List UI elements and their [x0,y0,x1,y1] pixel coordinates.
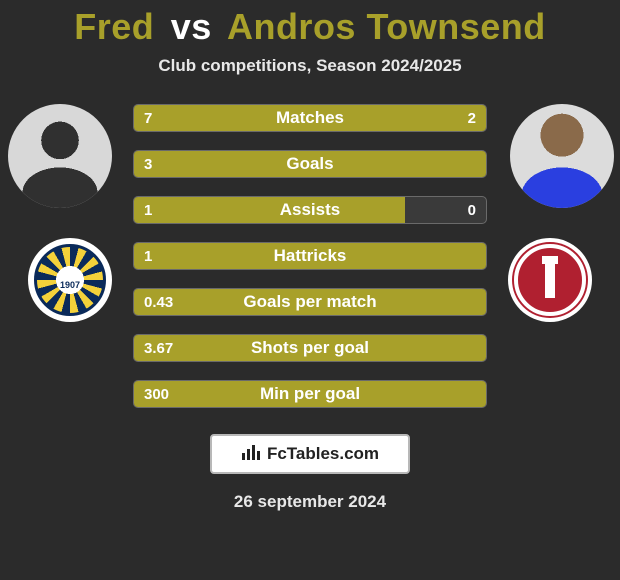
tower-icon [545,262,555,298]
stat-label: Assists [134,200,486,220]
brand-text: FcTables.com [267,444,379,464]
brand-badge[interactable]: FcTables.com [210,434,410,474]
page-title: Fred vs Andros Townsend [74,6,546,48]
stat-label: Hattricks [134,246,486,266]
antalyaspor-badge-icon [514,244,586,316]
stat-row: 0.43Goals per match [133,288,487,316]
player2-club-badge [508,238,592,322]
stat-row: 1Assists0 [133,196,487,224]
stat-bars: 7Matches2 3Goals 1Assists0 1Hattricks 0.43Go… [133,104,487,408]
player2-avatar [510,104,614,208]
player1-club-badge [28,238,112,322]
stat-row: 7Matches2 [133,104,487,132]
stat-row: 3Goals [133,150,487,178]
bar-chart-icon [241,443,261,466]
stat-row: 3.67Shots per goal [133,334,487,362]
date-text: 26 september 2024 [234,492,386,512]
title-vs: vs [171,6,212,47]
stat-label: Goals [134,154,486,174]
stat-value-right: 2 [468,110,476,127]
player1-avatar [8,104,112,208]
subtitle: Club competitions, Season 2024/2025 [158,56,461,76]
player2-name: Andros Townsend [227,6,546,47]
avatar-silhouette-icon [510,104,614,208]
stat-label: Shots per goal [134,338,486,358]
stats-area: 7Matches2 3Goals 1Assists0 1Hattricks 0.43Go… [0,104,620,408]
avatar-silhouette-icon [8,104,112,208]
stat-label: Min per goal [134,384,486,404]
player1-name: Fred [74,6,154,47]
stat-label: Goals per match [134,292,486,312]
comparison-card: Fred vs Andros Townsend Club competition… [0,0,620,580]
stat-label: Matches [134,108,486,128]
stat-value-right: 0 [468,202,476,219]
fenerbahce-badge-icon [34,244,106,316]
stat-row: 1Hattricks [133,242,487,270]
stat-row: 300Min per goal [133,380,487,408]
